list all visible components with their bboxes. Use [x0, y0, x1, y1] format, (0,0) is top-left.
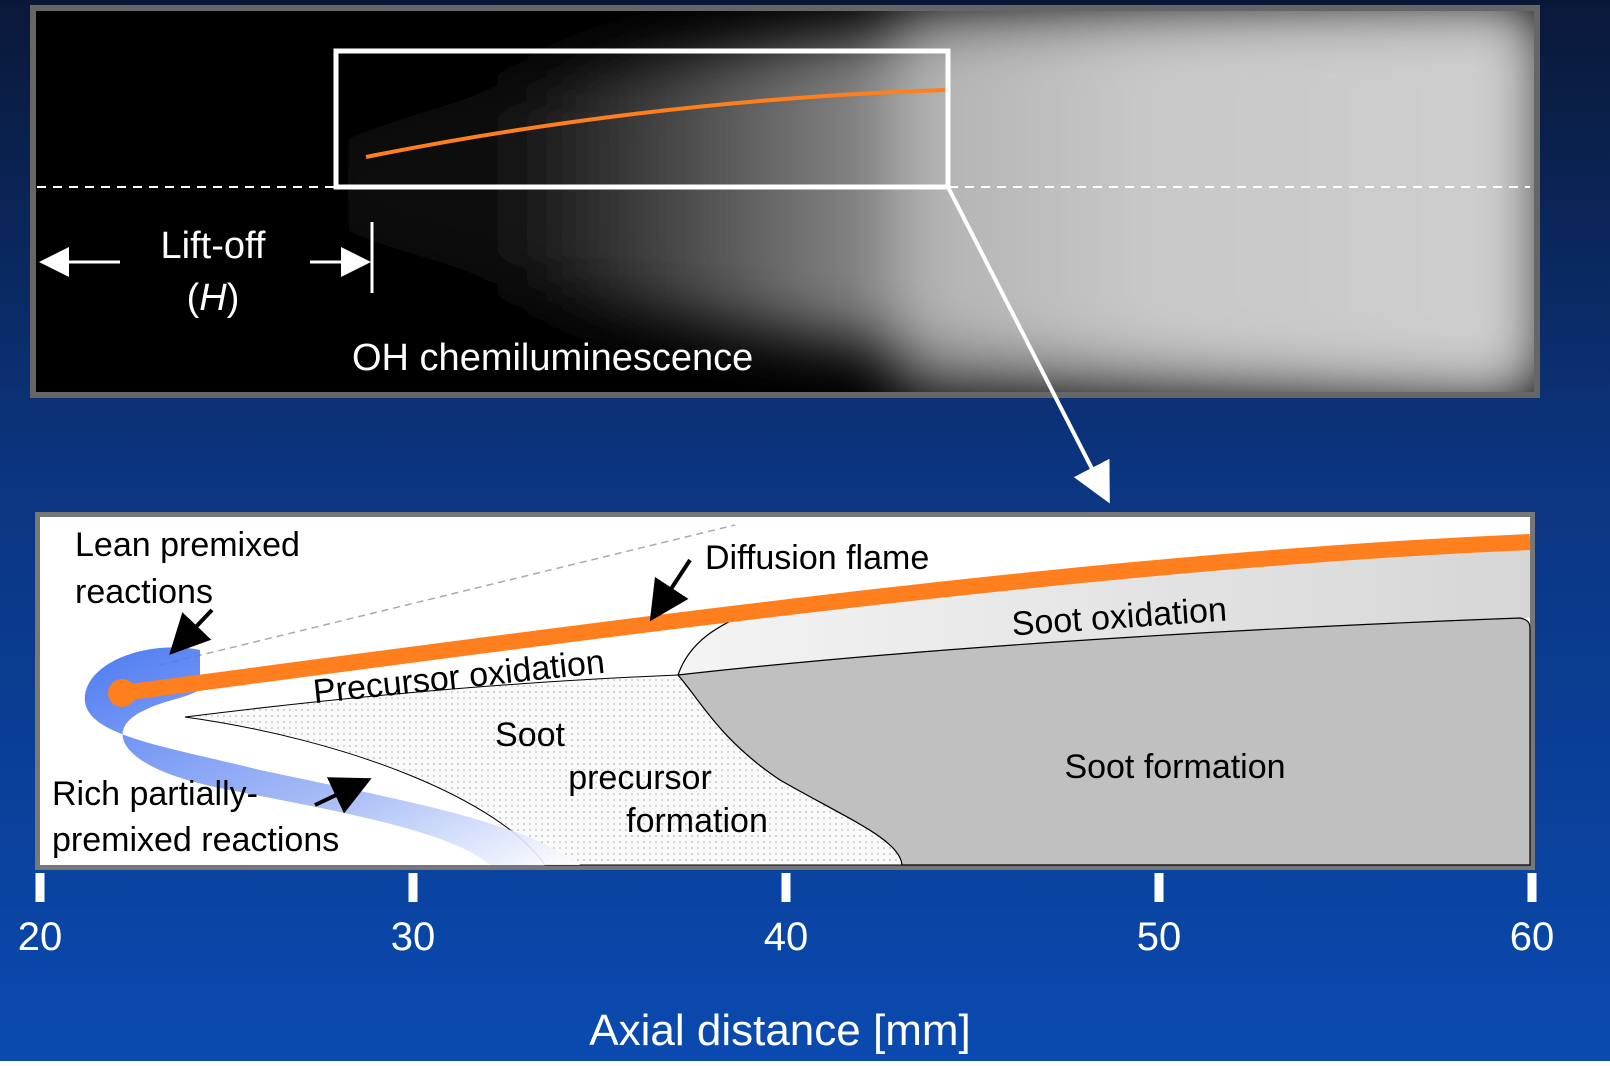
- tick-label: 40: [764, 915, 809, 959]
- rich-label: premixed reactions: [52, 821, 339, 859]
- lift-off-symbol: (H): [187, 277, 240, 319]
- axis-label: Axial distance [mm]: [589, 1006, 970, 1055]
- figure: Lift-off (H) OH chemiluminescence Lean p…: [0, 0, 1610, 1061]
- rich-label: Rich partially-: [52, 775, 258, 813]
- soot-formation-label: Soot formation: [1064, 748, 1285, 786]
- oh-caption: OH chemiluminescence: [352, 337, 753, 379]
- lift-off-label: Lift-off: [161, 225, 266, 267]
- tick-label: 30: [391, 915, 436, 959]
- lean-label: Lean premixed: [75, 526, 300, 564]
- tick-label: 20: [18, 915, 63, 959]
- page: Lift-off (H) OH chemiluminescence Lean p…: [0, 0, 1610, 1061]
- precursor-formation-label: precursor: [568, 759, 712, 797]
- paren: (: [187, 277, 200, 319]
- precursor-formation-label: formation: [626, 802, 768, 840]
- paren: ): [227, 277, 240, 319]
- lean-label: reactions: [75, 573, 213, 611]
- symbol: H: [199, 277, 227, 319]
- precursor-formation-label: Soot: [495, 716, 565, 754]
- tick-label: 50: [1137, 915, 1182, 959]
- diffusion-label: Diffusion flame: [705, 539, 929, 577]
- tick-label: 60: [1510, 915, 1555, 959]
